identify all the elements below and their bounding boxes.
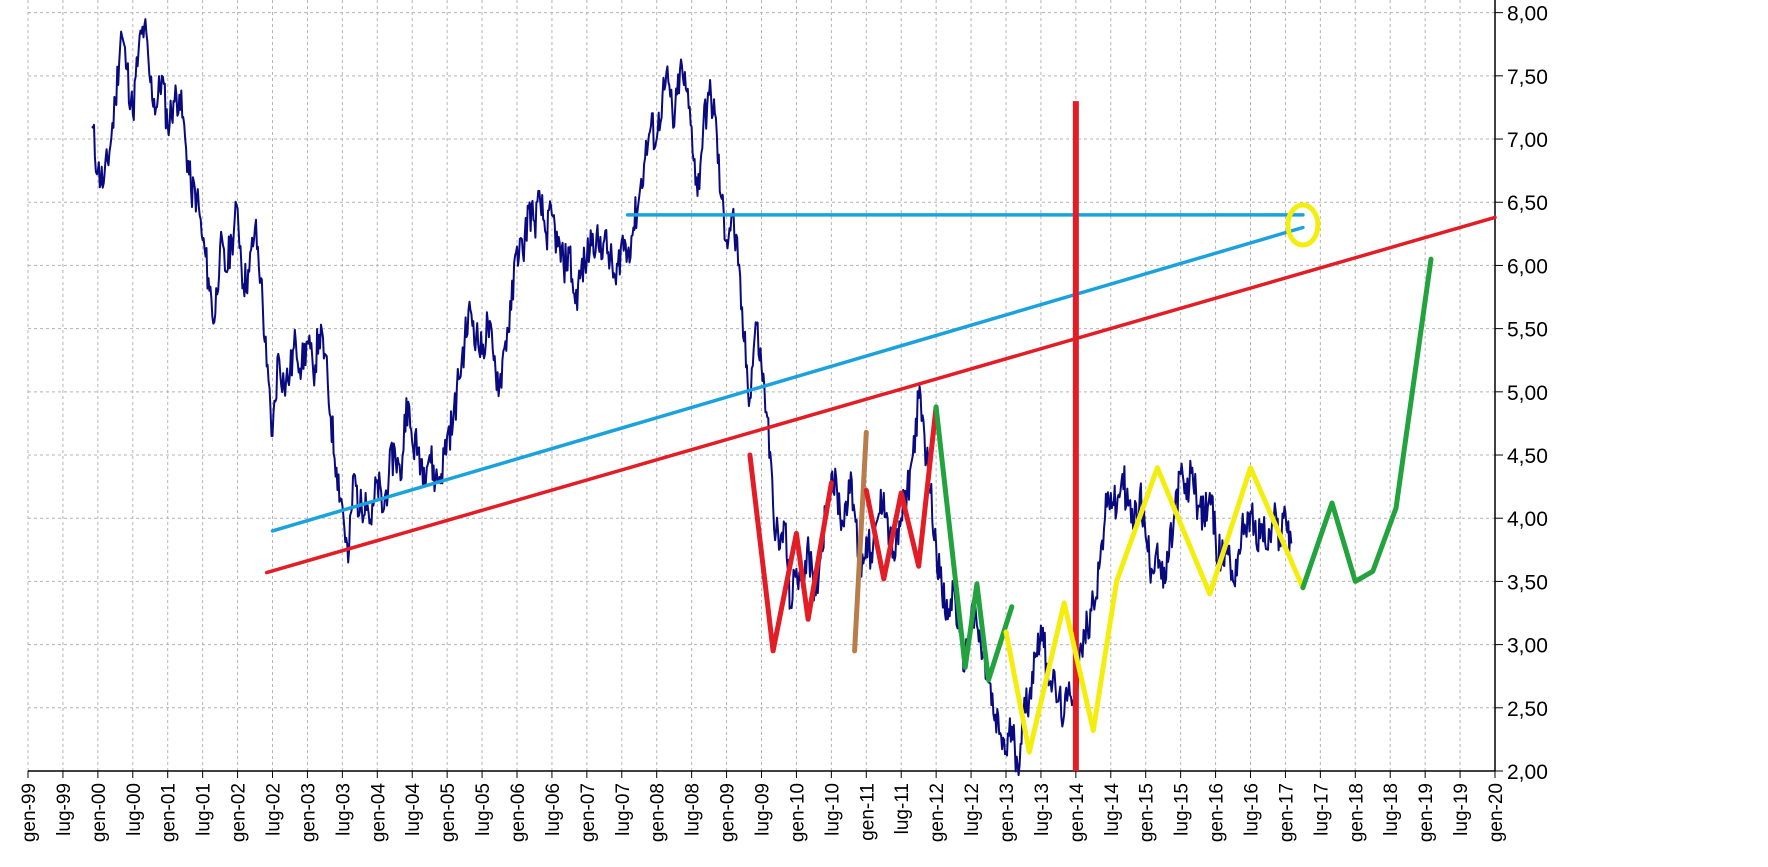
yellow-zigzag [1003, 465, 1306, 755]
x-tick-label: lug-10 [822, 783, 843, 836]
x-tick-label: lug-08 [683, 783, 704, 836]
red-zigzag [747, 452, 834, 654]
x-tick-label: gen-07 [578, 783, 599, 842]
y-tick-label: 2,00 [1507, 761, 1548, 784]
x-tick-label: gen-11 [857, 783, 878, 841]
x-tick-label: gen-12 [927, 783, 948, 842]
series-layer [91, 18, 1293, 777]
x-tick-label: gen-99 [19, 783, 40, 842]
axes [27, 0, 1503, 778]
y-tick-label: 7,00 [1507, 129, 1548, 152]
x-tick-label: gen-04 [368, 783, 389, 843]
annotation-layer [264, 101, 1497, 771]
x-tick-label: lug-01 [194, 783, 215, 836]
x-tick-label: lug-12 [962, 783, 983, 836]
x-tick-label: lug-06 [543, 783, 564, 836]
y-tick-label: 5,50 [1507, 319, 1548, 342]
x-tick-label: gen-05 [438, 783, 459, 842]
x-tick-label: gen-14 [1067, 783, 1088, 843]
x-tick-label: lug-19 [1451, 783, 1472, 836]
x-tick-label: lug-15 [1172, 783, 1193, 836]
y-tick-label: 4,50 [1507, 445, 1548, 468]
y-tick-label: 5,00 [1507, 382, 1548, 405]
x-tick-label: lug-17 [1311, 783, 1332, 836]
x-tick-label: lug-16 [1242, 783, 1263, 836]
y-tick-label: 6,50 [1507, 192, 1548, 215]
x-tick-label: lug-09 [753, 783, 774, 836]
x-tick-label: gen-09 [718, 783, 739, 842]
x-tick-label: gen-06 [508, 783, 529, 842]
x-tick-label: lug-00 [124, 783, 145, 836]
x-tick-labels: gen-99 lug-99 gen-00 lug-00 gen-01 lug-01 gen-… [19, 783, 1507, 843]
x-tick-label: lug-11 [892, 783, 913, 834]
x-tick-label: lug-05 [473, 783, 494, 836]
yellow-circle [1285, 202, 1321, 248]
x-tick-label: gen-18 [1346, 783, 1367, 842]
x-tick-label: gen-02 [229, 783, 250, 842]
x-tick-label: gen-19 [1416, 783, 1437, 842]
x-tick-label: gen-20 [1486, 783, 1507, 842]
y-tick-label: 6,00 [1507, 255, 1548, 278]
x-tick-label: gen-17 [1276, 783, 1297, 842]
y-tick-label: 4,00 [1507, 508, 1548, 531]
grid [27, 0, 1496, 772]
x-tick-label: gen-13 [997, 783, 1018, 842]
x-tick-label: lug-07 [613, 783, 634, 836]
red-zigzag-2 [863, 404, 939, 582]
x-tick-label: lug-04 [403, 783, 424, 836]
x-tick-label: gen-10 [787, 783, 808, 842]
x-tick-label: lug-99 [54, 783, 75, 836]
y-tick-label: 2,50 [1507, 698, 1548, 721]
y-tick-label: 3,50 [1507, 571, 1548, 594]
price-series-line [91, 18, 1293, 777]
x-tick-label: lug-03 [333, 783, 354, 836]
green-zigzag-2 [1300, 256, 1434, 591]
y-tick-label: 7,50 [1507, 66, 1548, 89]
brown-segment [852, 429, 869, 654]
x-tick-label: gen-01 [159, 783, 180, 842]
x-tick-label: gen-08 [648, 783, 669, 842]
x-tick-label: gen-03 [298, 783, 319, 842]
red-trendline [264, 215, 1497, 575]
x-tick-label: lug-14 [1102, 783, 1123, 836]
x-tick-label: gen-16 [1207, 783, 1228, 842]
y-tick-label: 8,00 [1507, 3, 1548, 26]
x-tick-label: lug-18 [1381, 783, 1402, 836]
x-tick-label: gen-00 [89, 783, 110, 842]
green-zigzag [933, 404, 1015, 683]
x-tick-label: lug-13 [1032, 783, 1053, 836]
y-tick-label: 3,00 [1507, 635, 1548, 658]
x-tick-label: gen-15 [1137, 783, 1158, 842]
y-tick-labels: 2,00 2,50 3,00 3,50 4,00 4,50 5,00 5,50 6,00 6,50… [1507, 3, 1548, 784]
blue-trendline [270, 225, 1305, 533]
x-tick-label: lug-02 [264, 783, 285, 836]
